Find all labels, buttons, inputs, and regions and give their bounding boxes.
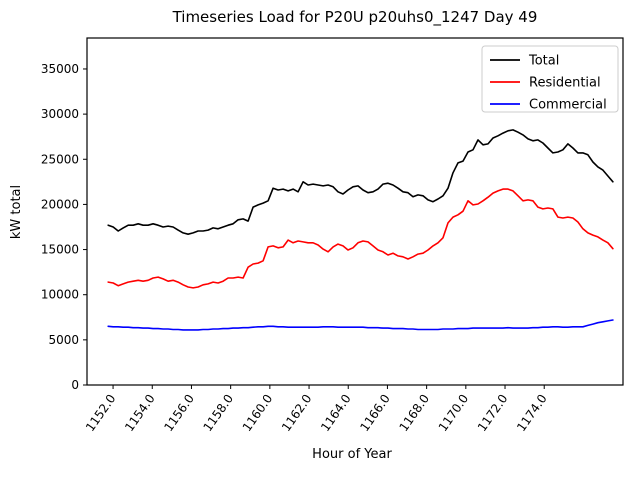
- chart-title: Timeseries Load for P20U p20uhs0_1247 Da…: [172, 8, 538, 27]
- x-tick-label: 1166.0: [357, 392, 393, 434]
- legend: Total Residential Commercial: [481, 45, 619, 113]
- x-tick-label: 1160.0: [240, 392, 276, 434]
- x-tick-label: 1152.0: [83, 392, 119, 434]
- y-tick-label: 25000: [41, 152, 79, 166]
- x-axis-ticks: 1152.0 1154.0 1156.0 1158.0 1160.0 1162.0 1164…: [83, 385, 550, 434]
- y-tick-label: 15000: [41, 243, 79, 257]
- y-tick-label: 20000: [41, 197, 79, 211]
- x-tick-label: 1162.0: [279, 392, 315, 434]
- legend-box: [481, 45, 619, 113]
- legend-label-commercial: Commercial: [529, 98, 607, 113]
- x-tick-label: 1168.0: [397, 392, 433, 434]
- series-line-commercial: [107, 319, 614, 331]
- series-lines: [107, 129, 614, 331]
- y-tick-label: 5000: [48, 333, 79, 347]
- legend-label-total: Total: [528, 54, 559, 69]
- y-tick-label: 35000: [41, 62, 79, 76]
- x-tick-label: 1164.0: [318, 392, 354, 434]
- y-axis-ticks: 0 5000 10000 15000 20000 25000 30000 35000: [41, 62, 87, 392]
- x-axis-label: Hour of Year: [312, 447, 392, 462]
- x-tick-label: 1156.0: [161, 392, 197, 434]
- x-tick-label: 1154.0: [122, 392, 158, 434]
- series-line-total: [107, 129, 614, 235]
- y-tick-label: 30000: [41, 107, 79, 121]
- y-tick-label: 10000: [41, 288, 79, 302]
- series-line-residential: [107, 188, 614, 289]
- x-tick-label: 1172.0: [475, 392, 511, 434]
- legend-label-residential: Residential: [529, 76, 601, 91]
- x-tick-label: 1170.0: [436, 392, 472, 434]
- x-tick-label: 1158.0: [201, 392, 237, 434]
- legend-entries: Total Residential Commercial: [490, 54, 607, 113]
- x-tick-label: 1174.0: [514, 392, 550, 434]
- y-axis-label: kW total: [9, 185, 24, 239]
- y-tick-label: 0: [71, 378, 79, 392]
